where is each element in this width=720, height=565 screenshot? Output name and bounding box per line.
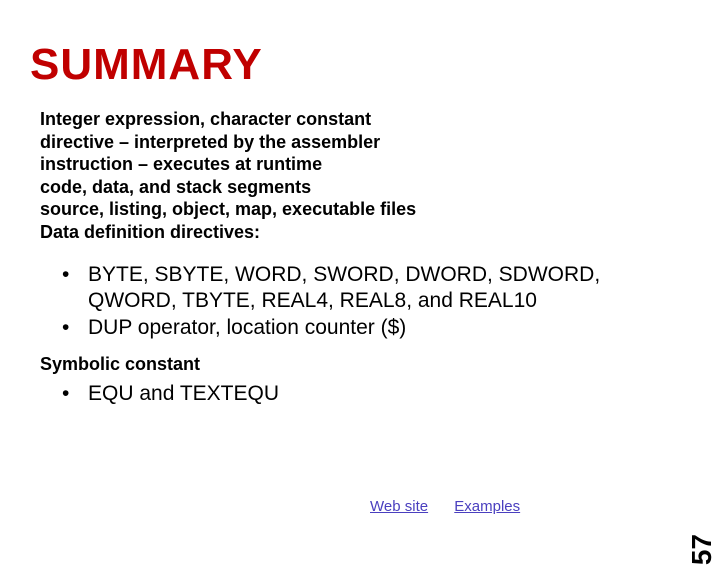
bullet-item: • DUP operator, location counter ($) <box>62 315 662 341</box>
footer-links: Web site Examples <box>370 498 542 515</box>
intro-line: source, listing, object, map, executable… <box>40 198 416 221</box>
bullet-list-equ: • EQU and TEXTEQU <box>62 382 279 406</box>
slide: SUMMARY Integer expression, character co… <box>0 0 720 540</box>
bullet-list-types: • BYTE, SBYTE, WORD, SWORD, DWORD, SDWOR… <box>62 262 662 341</box>
bullet-text: EQU and TEXTEQU <box>88 382 279 406</box>
page-number: 57 <box>686 534 718 565</box>
examples-link[interactable]: Examples <box>454 498 520 515</box>
symbolic-heading: Symbolic constant <box>40 354 200 375</box>
slide-title: SUMMARY <box>30 40 263 90</box>
bullet-marker: • <box>62 382 88 406</box>
intro-line: directive – interpreted by the assembler <box>40 131 416 154</box>
bullet-item: • EQU and TEXTEQU <box>62 382 279 406</box>
intro-line: code, data, and stack segments <box>40 176 416 199</box>
intro-line: Data definition directives: <box>40 221 416 244</box>
bullet-marker: • <box>62 315 88 341</box>
intro-line: Integer expression, character constant <box>40 108 416 131</box>
intro-block: Integer expression, character constant d… <box>40 108 416 243</box>
bullet-item: • BYTE, SBYTE, WORD, SWORD, DWORD, SDWOR… <box>62 262 662 315</box>
bullet-text: DUP operator, location counter ($) <box>88 315 662 341</box>
bullet-marker: • <box>62 262 88 288</box>
website-link[interactable]: Web site <box>370 498 428 515</box>
bullet-text: BYTE, SBYTE, WORD, SWORD, DWORD, SDWORD,… <box>88 262 662 315</box>
intro-line: instruction – executes at runtime <box>40 153 416 176</box>
